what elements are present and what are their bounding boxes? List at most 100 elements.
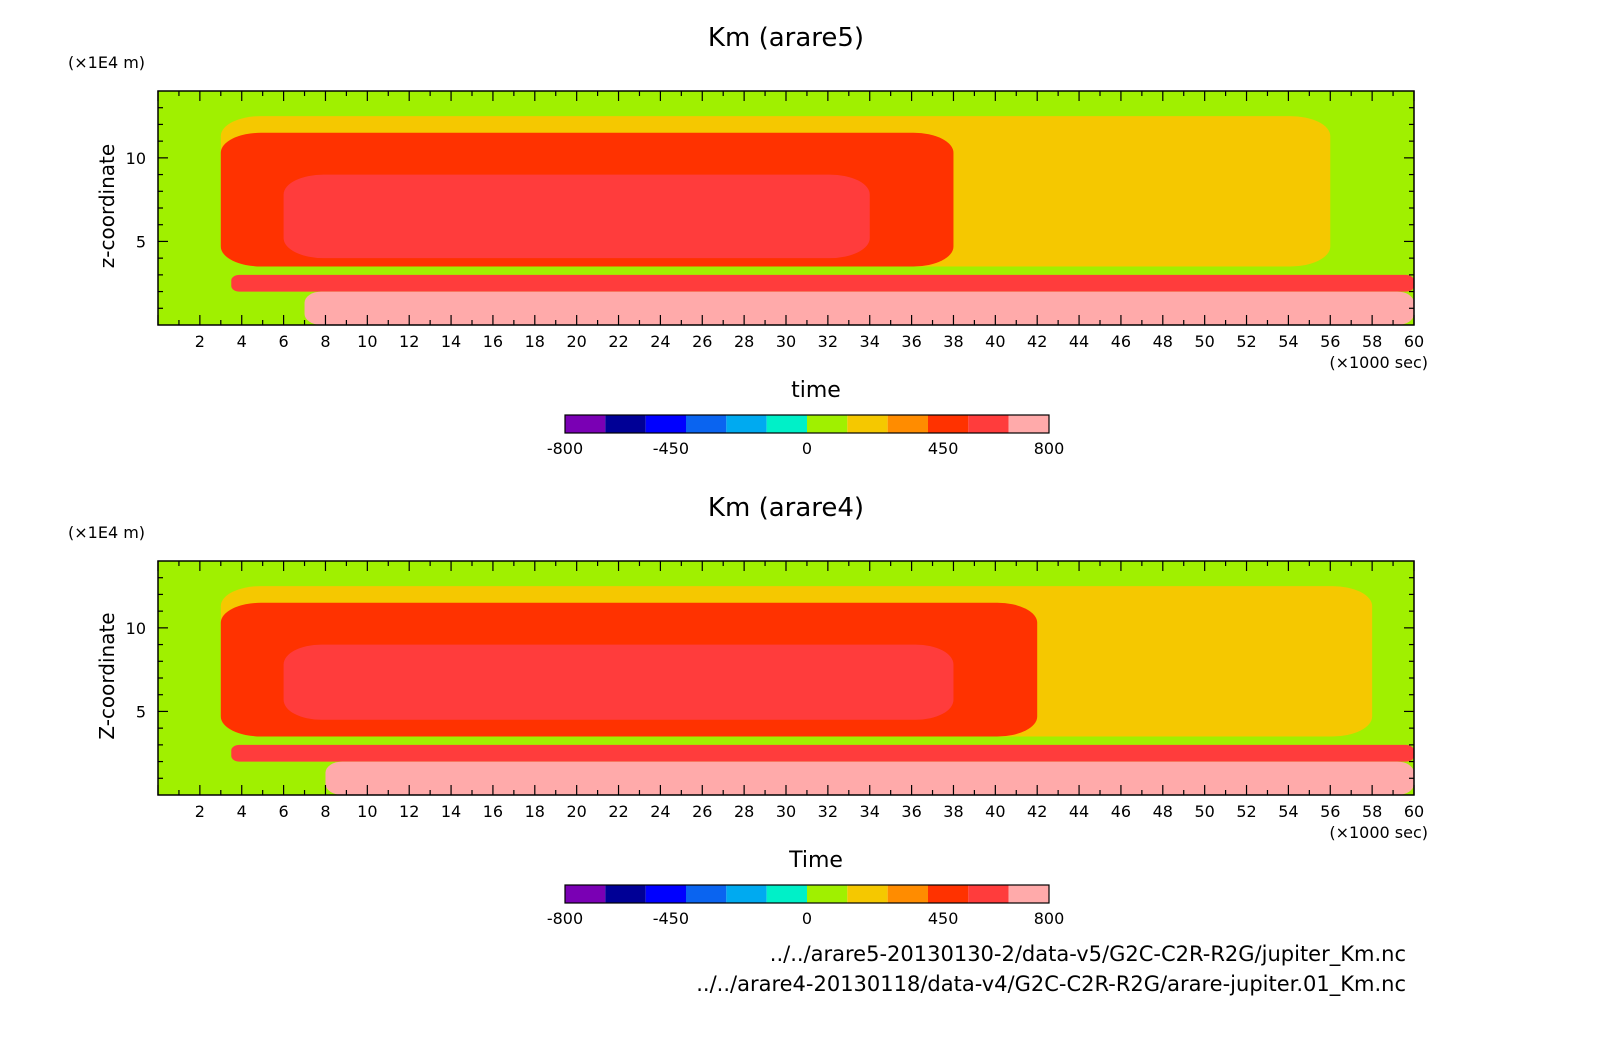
x-tick-label: 54 — [1278, 802, 1298, 821]
x-tick-label: 4 — [237, 332, 247, 351]
colorbar-bin — [968, 415, 1009, 433]
x-axis-label: time — [791, 378, 841, 403]
chart-title: Km (arare4) — [708, 493, 864, 523]
x-tick-label: 58 — [1362, 802, 1382, 821]
x-tick-label: 32 — [818, 802, 838, 821]
x-tick-label: 14 — [441, 332, 461, 351]
x-tick-label: 12 — [399, 802, 419, 821]
x-tick-label: 34 — [860, 332, 880, 351]
y-axis-unit: (×1E4 m) — [68, 53, 145, 72]
colorbar-bin — [766, 415, 807, 433]
x-tick-label: 10 — [357, 332, 377, 351]
x-tick-label: 36 — [901, 802, 921, 821]
x-tick-label: 44 — [1069, 802, 1089, 821]
colorbar-bin — [847, 885, 888, 903]
x-tick-label: 58 — [1362, 332, 1382, 351]
colorbar-bin — [565, 885, 606, 903]
colorbar-tick-label: -800 — [547, 909, 583, 928]
x-tick-label: 50 — [1194, 802, 1214, 821]
contour-region-800 — [304, 291, 1414, 325]
x-tick-label: 24 — [650, 332, 670, 351]
x-tick-label: 16 — [483, 802, 503, 821]
x-tick-label: 46 — [1111, 802, 1131, 821]
colorbar-frame — [564, 884, 1050, 904]
colorbar-tick-label: -450 — [653, 439, 689, 458]
x-tick-label: 60 — [1404, 332, 1424, 351]
x-tick-label: 38 — [943, 802, 963, 821]
x-tick-label: 52 — [1236, 332, 1256, 351]
x-tick-label: 42 — [1027, 332, 1047, 351]
chart-panel-1: Km (arare5)(×1E4 m)2 4 6 8 10 12 14 16 18 20 22 24 2… — [68, 23, 1428, 458]
x-tick-label: 2 — [195, 802, 205, 821]
colorbar-bin — [686, 415, 727, 433]
colorbar-tick-label: 0 — [802, 909, 812, 928]
source-file-arare4: ../../arare4-20130118/data-v4/G2C-C2R-R2… — [696, 972, 1406, 996]
x-tick-label: 28 — [734, 802, 754, 821]
x-tick-label: 46 — [1111, 332, 1131, 351]
x-tick-label: 28 — [734, 332, 754, 351]
x-tick-label: 42 — [1027, 802, 1047, 821]
x-tick-label: 52 — [1236, 802, 1256, 821]
x-tick-label: 20 — [566, 802, 586, 821]
x-tick-label: 48 — [1153, 802, 1173, 821]
y-axis-label: Z-coordinate — [95, 612, 119, 739]
x-tick-label: 30 — [776, 332, 796, 351]
colorbar-tick-label: 0 — [802, 439, 812, 458]
colorbar-bin — [847, 415, 888, 433]
colorbar-bin — [807, 885, 848, 903]
source-file-arare5: ../../arare5-20130130-2/data-v5/G2C-C2R-… — [769, 942, 1406, 966]
x-tick-label: 50 — [1194, 332, 1214, 351]
colorbar-bin — [887, 415, 928, 433]
x-tick-label: 60 — [1404, 802, 1424, 821]
colorbar-tick-label: 800 — [1034, 439, 1065, 458]
colorbar-tick-label: 450 — [928, 909, 959, 928]
contour-region-650 — [283, 174, 870, 259]
x-tick-label: 16 — [483, 332, 503, 351]
y-tick-label: 5 — [136, 702, 146, 721]
colorbar-bin — [726, 885, 767, 903]
colorbar-tick-label: 450 — [928, 439, 959, 458]
y-axis-label: z-coordinate — [95, 144, 119, 268]
x-tick-label: 54 — [1278, 332, 1298, 351]
colorbar-frame — [564, 414, 1050, 434]
x-tick-label: 2 — [195, 332, 205, 351]
x-tick-label: 26 — [692, 802, 712, 821]
x-tick-label: 18 — [525, 332, 545, 351]
colorbar-bin — [565, 415, 606, 433]
x-tick-label: 8 — [320, 332, 330, 351]
x-tick-label: 14 — [441, 802, 461, 821]
x-tick-label: 56 — [1320, 332, 1340, 351]
x-tick-label: 36 — [901, 332, 921, 351]
x-tick-label: 18 — [525, 802, 545, 821]
x-tick-label: 26 — [692, 332, 712, 351]
colorbar-bin — [766, 885, 807, 903]
x-tick-label: 22 — [608, 802, 628, 821]
x-tick-label: 22 — [608, 332, 628, 351]
colorbar-bin — [686, 885, 727, 903]
y-axis-unit: (×1E4 m) — [68, 523, 145, 542]
y-tick-label: 5 — [136, 232, 146, 251]
x-tick-label: 6 — [279, 332, 289, 351]
x-tick-label: 10 — [357, 802, 377, 821]
contour-region-650 — [283, 644, 954, 720]
plot-area — [158, 561, 1414, 795]
contour-region-800 — [325, 761, 1414, 795]
x-tick-label: 4 — [237, 802, 247, 821]
x-tick-label: 20 — [566, 332, 586, 351]
colorbar-bin — [645, 885, 686, 903]
colorbar-bin — [928, 415, 969, 433]
colorbar-bin — [726, 415, 767, 433]
x-tick-label: 38 — [943, 332, 963, 351]
x-tick-label: 30 — [776, 802, 796, 821]
x-tick-label: 32 — [818, 332, 838, 351]
colorbar-bin — [645, 415, 686, 433]
x-tick-label: 40 — [985, 802, 1005, 821]
colorbar-tick-label: -800 — [547, 439, 583, 458]
colorbar-bin — [807, 415, 848, 433]
y-tick-label: 10 — [126, 149, 146, 168]
chart-panel-2: Km (arare4)(×1E4 m)2 4 6 8 10 12 14 16 18 20 22 24 2… — [68, 493, 1428, 928]
colorbar-tick-label: -450 — [653, 909, 689, 928]
colorbar-bin — [605, 415, 646, 433]
contour-region-650 — [231, 744, 1414, 762]
